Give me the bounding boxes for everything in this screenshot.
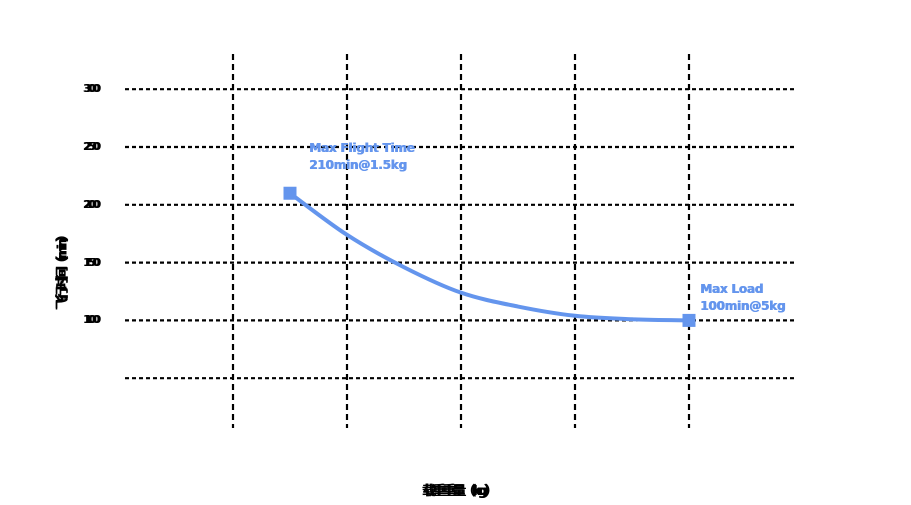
max-load-annotation: Max Load 100min@5kg [700,281,785,315]
data-point-marker [283,186,297,200]
annotation-line: 210min@1.5kg [309,158,407,173]
y-tick-label: 100 [83,313,100,327]
y-tick-label: 200 [83,197,100,211]
annotation-line: Max Load [700,282,763,297]
y-axis-title: 飞行时间（min） [55,231,71,311]
y-tick-label: 300 [83,82,100,96]
annotation-line: 100min@5kg [700,299,786,314]
y-tick-label: 250 [83,140,100,153]
flight-time-curve [288,191,691,323]
data-point-marker [682,313,696,327]
y-tick-label: 150 [83,255,100,269]
max-flight-time-annotation: Max Flight Time 210min@1.5kg [309,140,415,174]
annotation-line: Max Flight Time [309,141,415,156]
x-axis-title: 载重重量（kg） [422,484,497,499]
